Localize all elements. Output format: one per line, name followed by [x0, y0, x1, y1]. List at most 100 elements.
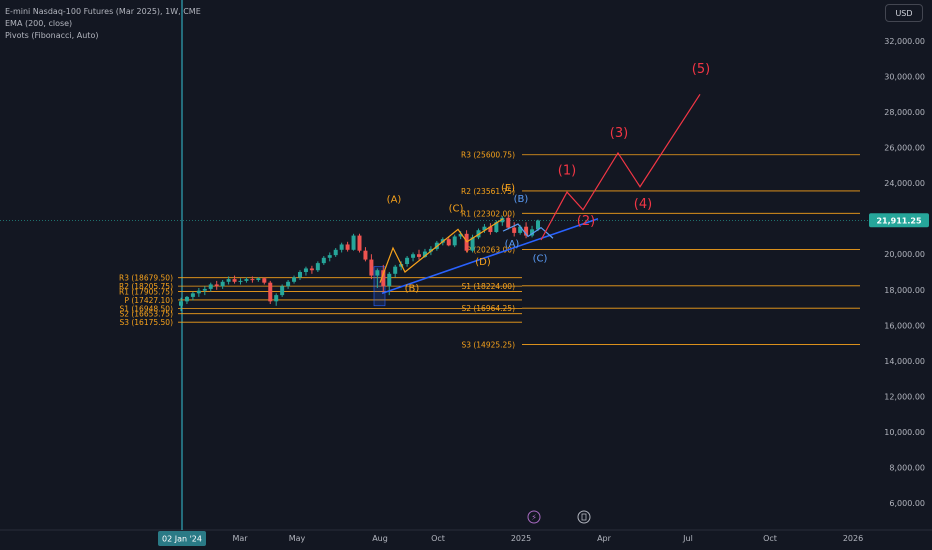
orange-wave-path — [379, 218, 504, 283]
current-price-label: 21,911.25 — [876, 216, 921, 225]
time-axis-tick: Oct — [763, 534, 777, 543]
time-axis-tick: 2026 — [843, 534, 863, 543]
pivot-label-2024: R2 (18205.75) — [119, 282, 173, 291]
candle-body — [321, 257, 326, 264]
candle-body — [417, 254, 421, 257]
price-axis-tick: 10,000.00 — [884, 428, 925, 437]
price-axis-tick: 30,000.00 — [884, 73, 925, 82]
candle-body — [345, 244, 350, 250]
price-axis-tick: 6,000.00 — [889, 499, 925, 508]
candle-body — [179, 301, 183, 306]
red-wave-label: (5) — [692, 62, 710, 77]
time-axis-tick: Mar — [232, 534, 248, 543]
candle-body — [363, 250, 368, 260]
trendline — [381, 217, 599, 295]
pivot-label-2024: R3 (18679.50) — [119, 274, 173, 283]
candle-body — [446, 239, 451, 246]
blue-wave-label: (B) — [514, 194, 529, 205]
candle-body — [494, 222, 499, 233]
candle-body — [369, 259, 374, 276]
orange-wave-label: (E) — [501, 183, 515, 194]
candle-body — [214, 284, 219, 287]
candle-body — [518, 226, 523, 233]
candle-body — [262, 278, 267, 283]
candle-body — [202, 288, 207, 291]
orange-wave-label: (D) — [475, 257, 491, 268]
orange-wave-label: (A) — [387, 195, 402, 206]
candle-body — [536, 220, 540, 230]
candle-body — [411, 254, 416, 258]
pivot-label-2025: S3 (14925.25) — [461, 340, 515, 349]
pivot-label-2024: R1 (17905.75) — [119, 287, 173, 296]
candle-body — [393, 266, 398, 274]
pivots-indicator-label[interactable]: Pivots (Fibonacci, Auto) — [5, 31, 99, 40]
candle-body — [184, 296, 189, 302]
red-wave-label: (2) — [577, 214, 595, 229]
candle-body — [268, 282, 273, 302]
candle-body — [286, 281, 291, 287]
time-axis-tick: Oct — [431, 534, 445, 543]
candle-body — [530, 229, 535, 236]
candle-body — [309, 268, 314, 271]
candle-body — [458, 233, 463, 237]
candle-body — [339, 244, 344, 250]
earnings-icon-glyph — [581, 513, 587, 521]
candle-body — [226, 279, 231, 282]
price-axis-tick: 14,000.00 — [884, 357, 925, 366]
time-axis-tick: Jul — [682, 534, 693, 543]
candle-body — [375, 270, 380, 276]
candle-body — [422, 251, 427, 257]
candle-body — [292, 277, 297, 282]
candle-body — [512, 227, 517, 233]
pivot-label-2024: S2 (16653.75) — [119, 310, 173, 319]
red-wave-label: (4) — [634, 197, 652, 212]
symbol-title[interactable]: E-mini Nasdaq-100 Futures (Mar 2025), 1W… — [5, 7, 201, 16]
candle-body — [220, 281, 225, 287]
pivot-label-2024: S3 (16175.50) — [119, 318, 173, 327]
candle-body — [303, 268, 308, 273]
candle-body — [250, 279, 255, 281]
lightning-icon — [527, 510, 541, 524]
red-wave-label: (3) — [610, 126, 628, 141]
candle-body — [208, 284, 213, 289]
candle-body — [428, 248, 433, 252]
price-axis-tick: 8,000.00 — [889, 463, 925, 472]
crosshair-date-label: 02 Jan '24 — [162, 535, 202, 544]
candle-body — [500, 217, 505, 223]
pivot-label-2025: S2 (16964.25) — [461, 304, 515, 313]
pivot-label-2025: R1 (22302.00) — [461, 209, 515, 218]
pivot-label-2025: R3 (25600.75) — [461, 151, 515, 160]
candle-body — [280, 286, 285, 296]
blue-wave-label: (A) — [505, 239, 520, 250]
price-axis-tick: 32,000.00 — [884, 37, 925, 46]
candle-body — [387, 273, 392, 287]
earnings-icon — [577, 510, 591, 524]
pivot-label-2025: S1 (18224.00) — [461, 282, 515, 291]
price-axis-tick: 26,000.00 — [884, 144, 925, 153]
price-axis-tick: 16,000.00 — [884, 321, 925, 330]
candle-body — [315, 263, 320, 271]
candle-body — [524, 226, 529, 236]
currency-button[interactable]: USD — [885, 4, 923, 22]
candle-body — [327, 255, 332, 258]
candle-body — [506, 217, 511, 228]
time-axis-tick: Aug — [372, 534, 388, 543]
candle-body — [274, 295, 279, 302]
ema-indicator-label[interactable]: EMA (200, close) — [5, 19, 73, 28]
candle-body — [351, 235, 356, 250]
candle-body — [357, 235, 362, 251]
candle-body — [238, 280, 243, 282]
price-axis-tick: 20,000.00 — [884, 250, 925, 259]
candle-body — [232, 279, 237, 282]
candle-body — [244, 279, 249, 281]
blue-wave-path — [502, 223, 554, 239]
candle-body — [196, 290, 201, 294]
chart-legend: E-mini Nasdaq-100 Futures (Mar 2025), 1W… — [5, 6, 201, 42]
candle-body — [333, 249, 338, 256]
pivot-label-2024: P (17427.10) — [124, 296, 173, 305]
blue-wave-label: (C) — [533, 253, 548, 264]
price-axis-tick: 28,000.00 — [884, 108, 925, 117]
time-axis-tick: Apr — [597, 534, 612, 543]
pivot-label-2025: P (20263.00) — [466, 246, 515, 255]
